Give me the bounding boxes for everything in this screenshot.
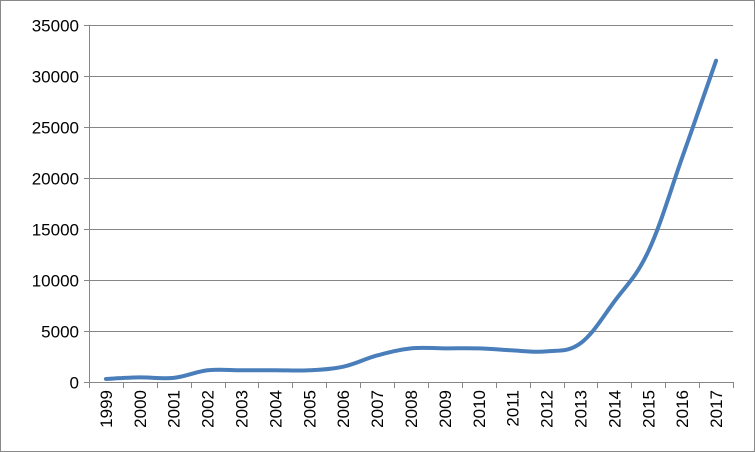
x-tick-label: 2002 (199, 390, 218, 428)
gridlines (89, 25, 733, 332)
y-axis-tick-labels: 0 5000 10000 15000 20000 25000 30000 35000 (32, 17, 79, 393)
x-tick-label: 2008 (402, 390, 421, 428)
x-tick-label: 2011 (504, 390, 523, 427)
x-tick-label: 2007 (368, 390, 387, 428)
y-tick-label: 0 (70, 374, 79, 393)
y-tick-label: 5000 (41, 323, 79, 342)
x-tick-label: 2012 (538, 390, 557, 428)
x-tick-label: 2010 (470, 390, 489, 428)
y-tick-label: 25000 (32, 119, 79, 138)
x-axis-tick-labels: 1999 2000 2001 2002 2003 2004 2005 2006 2007 2008… (97, 390, 726, 428)
x-tick-label: 2004 (266, 390, 285, 428)
x-tick-label: 2009 (436, 390, 455, 428)
x-tick-label: 2017 (707, 390, 726, 428)
series-line (103, 58, 719, 381)
series-lines (103, 58, 719, 381)
y-tick-label: 10000 (32, 272, 79, 291)
x-tick-label: 2003 (233, 390, 252, 428)
x-tick-label: 1999 (97, 390, 116, 428)
axes (84, 25, 734, 388)
x-tick-label: 2016 (673, 390, 692, 428)
x-tick-label: 2006 (334, 390, 353, 428)
y-tick-label: 20000 (32, 170, 79, 189)
y-tick-label: 30000 (32, 68, 79, 87)
x-tick-label: 2015 (639, 390, 658, 428)
x-tick-label: 2000 (131, 390, 150, 428)
x-tick-label: 2005 (300, 390, 319, 428)
y-tick-label: 15000 (32, 221, 79, 240)
x-tick-label: 2013 (571, 390, 590, 428)
y-tick-label: 35000 (32, 17, 79, 36)
x-tick-label: 2014 (605, 390, 624, 428)
x-tick-label: 2001 (165, 390, 184, 428)
